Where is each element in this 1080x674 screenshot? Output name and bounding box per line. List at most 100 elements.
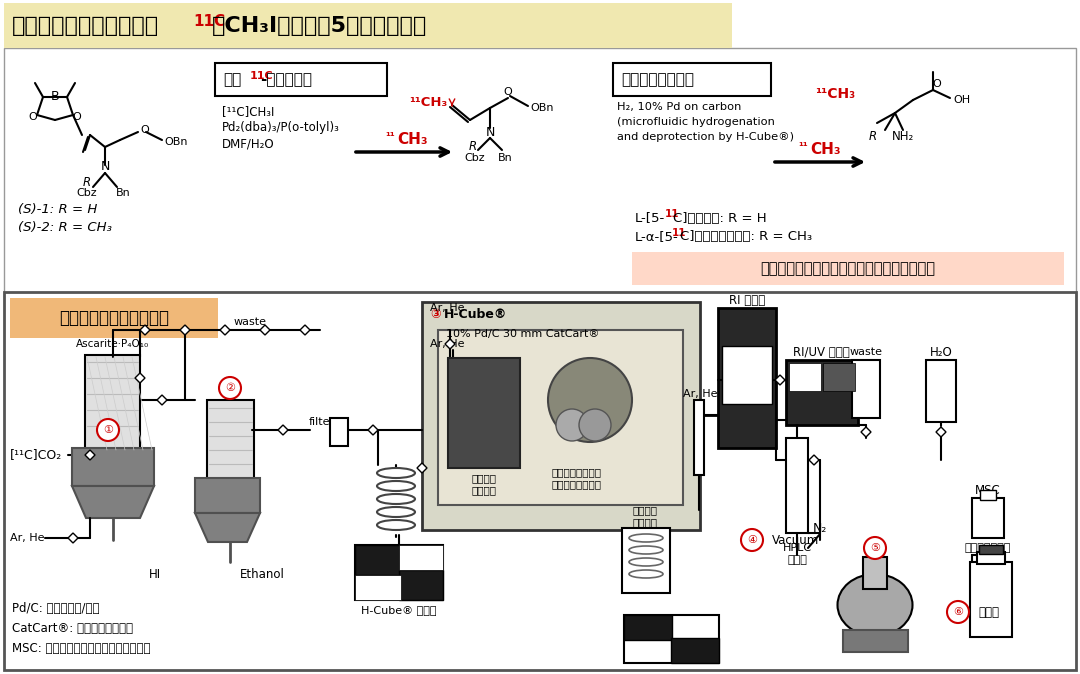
Bar	[823, 363, 855, 391]
Text: RI/UV 検出器: RI/UV 検出器	[793, 346, 849, 359]
Text: O: O	[140, 125, 149, 135]
Text: ③: ③	[430, 309, 441, 321]
Text: 11: 11	[672, 228, 687, 238]
Text: OBn: OBn	[164, 137, 188, 147]
Text: H₂, 10% Pd on carbon: H₂, 10% Pd on carbon	[617, 102, 741, 112]
Text: C]ロイシン: R = H: C]ロイシン: R = H	[673, 212, 767, 224]
Bar	[972, 498, 1004, 538]
Polygon shape	[140, 325, 150, 335]
Text: Ar, He: Ar, He	[430, 339, 464, 349]
Text: 10% Pd/C 30 mm CatCart®: 10% Pd/C 30 mm CatCart®	[446, 329, 599, 339]
Text: DMF/H₂O: DMF/H₂O	[222, 137, 274, 150]
Text: C]メチルロイシン: R = CH₃: C]メチルロイシン: R = CH₃	[680, 231, 812, 243]
Text: 滅菌フィルター: 滅菌フィルター	[964, 543, 1011, 553]
Text: [¹¹C]CH₃I: [¹¹C]CH₃I	[222, 106, 274, 119]
Circle shape	[219, 377, 241, 399]
Text: H-Cube®: H-Cube®	[444, 309, 508, 321]
Text: N: N	[485, 125, 495, 138]
Bar	[980, 490, 996, 500]
Text: B: B	[51, 90, 59, 104]
Polygon shape	[220, 325, 230, 335]
Polygon shape	[85, 450, 95, 460]
Bar	[330, 418, 348, 446]
Bar	[622, 528, 670, 593]
Text: カラム: カラム	[787, 555, 807, 565]
Text: ①: ①	[103, 425, 113, 435]
Text: フロー式水素化法: フロー式水素化法	[621, 73, 694, 88]
Circle shape	[864, 537, 886, 559]
Bar	[786, 360, 858, 425]
Ellipse shape	[837, 574, 913, 636]
Text: R: R	[469, 140, 477, 152]
Text: ¹¹: ¹¹	[384, 132, 395, 142]
Bar	[624, 615, 719, 663]
Bar	[863, 557, 887, 589]
Bar	[72, 448, 154, 486]
Text: ②: ②	[225, 383, 235, 393]
Text: R: R	[83, 177, 91, 189]
Circle shape	[579, 409, 611, 441]
Text: Pd₂(dba)₃/P(o-tolyl)₃: Pd₂(dba)₃/P(o-tolyl)₃	[222, 121, 340, 135]
Text: CatCart®: 触媒カートリッジ: CatCart®: 触媒カートリッジ	[12, 621, 133, 634]
Text: ¹¹CH₃: ¹¹CH₃	[815, 87, 855, 101]
Bar	[926, 360, 956, 422]
Text: -メチル化法: -メチル化法	[260, 73, 312, 88]
Text: RI 検出器: RI 検出器	[729, 293, 765, 307]
Text: (S)-1: R = H: (S)-1: R = H	[18, 204, 97, 216]
Text: L-[5-: L-[5-	[635, 212, 665, 224]
Text: 11C: 11C	[249, 71, 273, 81]
Bar	[422, 302, 700, 530]
Text: Vacuum: Vacuum	[772, 534, 820, 547]
Text: N: N	[100, 160, 110, 173]
Text: R: R	[869, 129, 877, 142]
Polygon shape	[157, 395, 167, 405]
Text: 合成法のフローチャート: 合成法のフローチャート	[59, 309, 168, 327]
Bar	[972, 555, 1004, 575]
Text: ヒーター: ヒーター	[472, 473, 497, 483]
Text: ］CH₃Iを用いた5位末端の標識: ］CH₃Iを用いた5位末端の標識	[212, 16, 428, 36]
Text: 高速: 高速	[222, 73, 241, 88]
Bar	[195, 478, 260, 513]
Circle shape	[548, 358, 632, 442]
Polygon shape	[260, 325, 270, 335]
Text: ⑥: ⑥	[953, 607, 963, 617]
Text: NH₂: NH₂	[892, 129, 914, 142]
Bar	[978, 545, 1003, 554]
Text: H-Cube® ポンプ: H-Cube® ポンプ	[361, 605, 436, 615]
Bar	[789, 363, 821, 391]
Bar	[438, 330, 683, 505]
Bar	[624, 615, 672, 640]
Circle shape	[97, 419, 119, 441]
Polygon shape	[135, 373, 145, 383]
Circle shape	[741, 529, 762, 551]
Polygon shape	[936, 427, 946, 437]
Circle shape	[947, 601, 969, 623]
Text: N₂: N₂	[813, 522, 827, 534]
Text: OBn: OBn	[530, 103, 554, 113]
Text: waste: waste	[850, 347, 882, 357]
Text: 投与液: 投与液	[978, 605, 999, 619]
Text: MSC: MSC	[975, 483, 1001, 497]
Bar	[613, 63, 771, 96]
Text: 11: 11	[665, 209, 679, 219]
Bar	[215, 63, 387, 96]
Bar	[375, 465, 417, 535]
Text: Bn: Bn	[116, 188, 131, 198]
Text: ヒト投与の国際基準を満たす品質で合成可能: ヒト投与の国際基準を満たす品質で合成可能	[760, 262, 935, 276]
Polygon shape	[68, 533, 78, 543]
Bar	[977, 552, 1005, 564]
Text: Cbz: Cbz	[77, 188, 97, 198]
Text: ④: ④	[747, 535, 757, 545]
Bar	[4, 48, 1076, 298]
Text: waste: waste	[233, 317, 267, 327]
Text: 今回開発した合成法：［: 今回開発した合成法：［	[12, 16, 159, 36]
Text: O: O	[29, 112, 38, 122]
Polygon shape	[445, 339, 455, 349]
Polygon shape	[417, 463, 427, 473]
Text: [¹¹C]CO₂: [¹¹C]CO₂	[10, 448, 63, 462]
Text: ミキサーユニット: ミキサーユニット	[552, 479, 602, 489]
Text: H₂O: H₂O	[930, 346, 953, 359]
Text: MSC: 金属吸着フィルターカートリッジ: MSC: 金属吸着フィルターカートリッジ	[12, 642, 150, 654]
Bar	[207, 400, 254, 480]
Circle shape	[556, 409, 588, 441]
